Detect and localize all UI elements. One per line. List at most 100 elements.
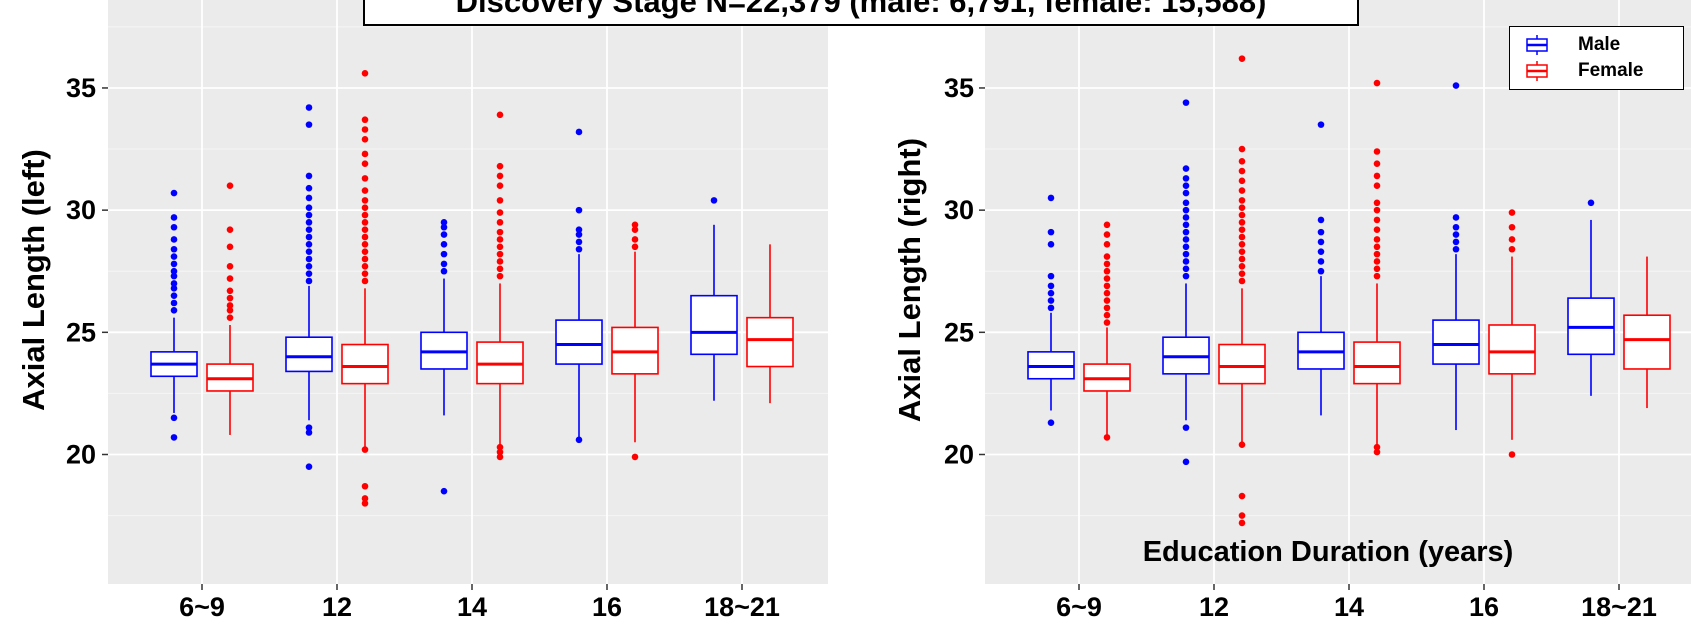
x-tick-label: 12 — [322, 592, 352, 622]
outlier-point — [170, 267, 178, 275]
outlier-point — [305, 226, 313, 233]
legend-item-male: Male — [1520, 33, 1680, 57]
outlier-point — [1182, 99, 1190, 106]
outlier-point — [305, 263, 313, 270]
outlier-point — [1373, 216, 1381, 224]
outlier-point — [1182, 250, 1190, 258]
y-tick-label: 20 — [944, 439, 974, 469]
outlier-point — [440, 487, 448, 495]
outlier-point — [1238, 255, 1246, 263]
outlier-point — [170, 236, 178, 243]
outlier-point — [1182, 424, 1190, 431]
outlier-point — [361, 255, 369, 263]
x-tick-label: 18~21 — [1581, 592, 1657, 622]
outlier-point — [1452, 245, 1460, 253]
outlier-point — [1373, 160, 1381, 168]
outlier-point — [1317, 238, 1325, 246]
outlier-point — [361, 248, 369, 255]
outlier-point — [1047, 272, 1055, 280]
box-male-16 — [1432, 82, 1480, 431]
outlier-point — [1238, 277, 1246, 285]
x-tick-label: 14 — [1334, 592, 1364, 622]
y-tick-label: 20 — [66, 439, 96, 469]
outlier-point — [361, 277, 369, 285]
box-iqr — [1218, 343, 1266, 385]
box-iqr — [690, 294, 738, 356]
box-iqr — [1432, 319, 1480, 365]
legend-key-female — [1526, 61, 1548, 81]
x-tick-label: 16 — [1469, 592, 1499, 622]
outlier-point — [1103, 275, 1111, 282]
outlier-point — [1103, 289, 1111, 297]
outlier-point — [575, 231, 583, 238]
outlier-point — [496, 443, 504, 451]
outlier-point — [1238, 55, 1246, 62]
legend-label-female: Female — [1578, 60, 1644, 81]
outlier-point — [1508, 236, 1516, 243]
box-female-14 — [1353, 79, 1401, 456]
box-male-6~9 — [1027, 194, 1075, 427]
outlier-point — [1373, 226, 1381, 233]
box-iqr — [1488, 324, 1536, 375]
outlier-point — [1047, 297, 1055, 304]
outlier-point — [1508, 209, 1516, 216]
y-axis-label: Axial Length (right) — [892, 138, 927, 422]
outlier-point — [361, 500, 369, 507]
outlier-point — [170, 307, 178, 314]
outlier-point — [1182, 182, 1190, 190]
outlier-point — [1373, 206, 1381, 214]
outlier-point — [226, 226, 234, 233]
box-female-18~21 — [1623, 256, 1671, 409]
outlier-point — [1238, 270, 1246, 277]
outlier-point — [440, 219, 448, 226]
box-male-18~21 — [690, 197, 738, 401]
outlier-point — [1103, 267, 1111, 275]
outlier-point — [1182, 228, 1190, 236]
legend-item-female: Female — [1520, 59, 1680, 83]
outlier-point — [226, 302, 234, 309]
outlier-point — [226, 263, 234, 270]
outlier-point — [1182, 236, 1190, 243]
outlier-point — [440, 250, 448, 258]
outlier-point — [305, 121, 313, 128]
outlier-point — [1238, 157, 1246, 165]
outlier-point — [170, 253, 178, 260]
outlier-point — [1103, 253, 1111, 260]
outlier-point — [305, 429, 313, 436]
outlier-point — [361, 219, 369, 226]
outlier-point — [1182, 175, 1190, 182]
outlier-point — [1103, 319, 1111, 326]
outlier-point — [361, 241, 369, 248]
outlier-point — [1047, 194, 1055, 202]
outlier-point — [1452, 223, 1460, 231]
outlier-point — [1103, 282, 1111, 290]
outlier-point — [1238, 263, 1246, 270]
box-male-14 — [1297, 121, 1345, 416]
outlier-point — [1182, 221, 1190, 229]
outlier-point — [1317, 248, 1325, 255]
plot-panel-right: 20 25 30 35 6~9 12 14 16 18~21 Axial Length (righ… — [892, 0, 1691, 622]
outlier-point — [1182, 265, 1190, 273]
outlier-point — [226, 182, 234, 190]
outlier-point — [496, 228, 504, 236]
box-female-6~9 — [206, 182, 254, 435]
box-iqr — [341, 343, 389, 385]
outlier-point — [496, 258, 504, 265]
outlier-point — [1238, 167, 1246, 175]
box-iqr — [1353, 341, 1401, 385]
outlier-point — [1103, 221, 1111, 229]
box-iqr — [746, 316, 794, 368]
outlier-point — [1047, 289, 1055, 297]
outlier-point — [361, 495, 369, 502]
outlier-point — [496, 236, 504, 243]
outlier-point — [496, 111, 504, 119]
x-tick-label: 12 — [1199, 592, 1229, 622]
outlier-point — [361, 135, 369, 143]
outlier-point — [170, 260, 178, 268]
box-male-12 — [285, 104, 333, 471]
outlier-point — [1317, 267, 1325, 275]
outlier-point — [1317, 228, 1325, 236]
outlier-point — [1373, 79, 1381, 87]
outlier-point — [1238, 197, 1246, 204]
x-tick-label: 14 — [457, 592, 487, 622]
